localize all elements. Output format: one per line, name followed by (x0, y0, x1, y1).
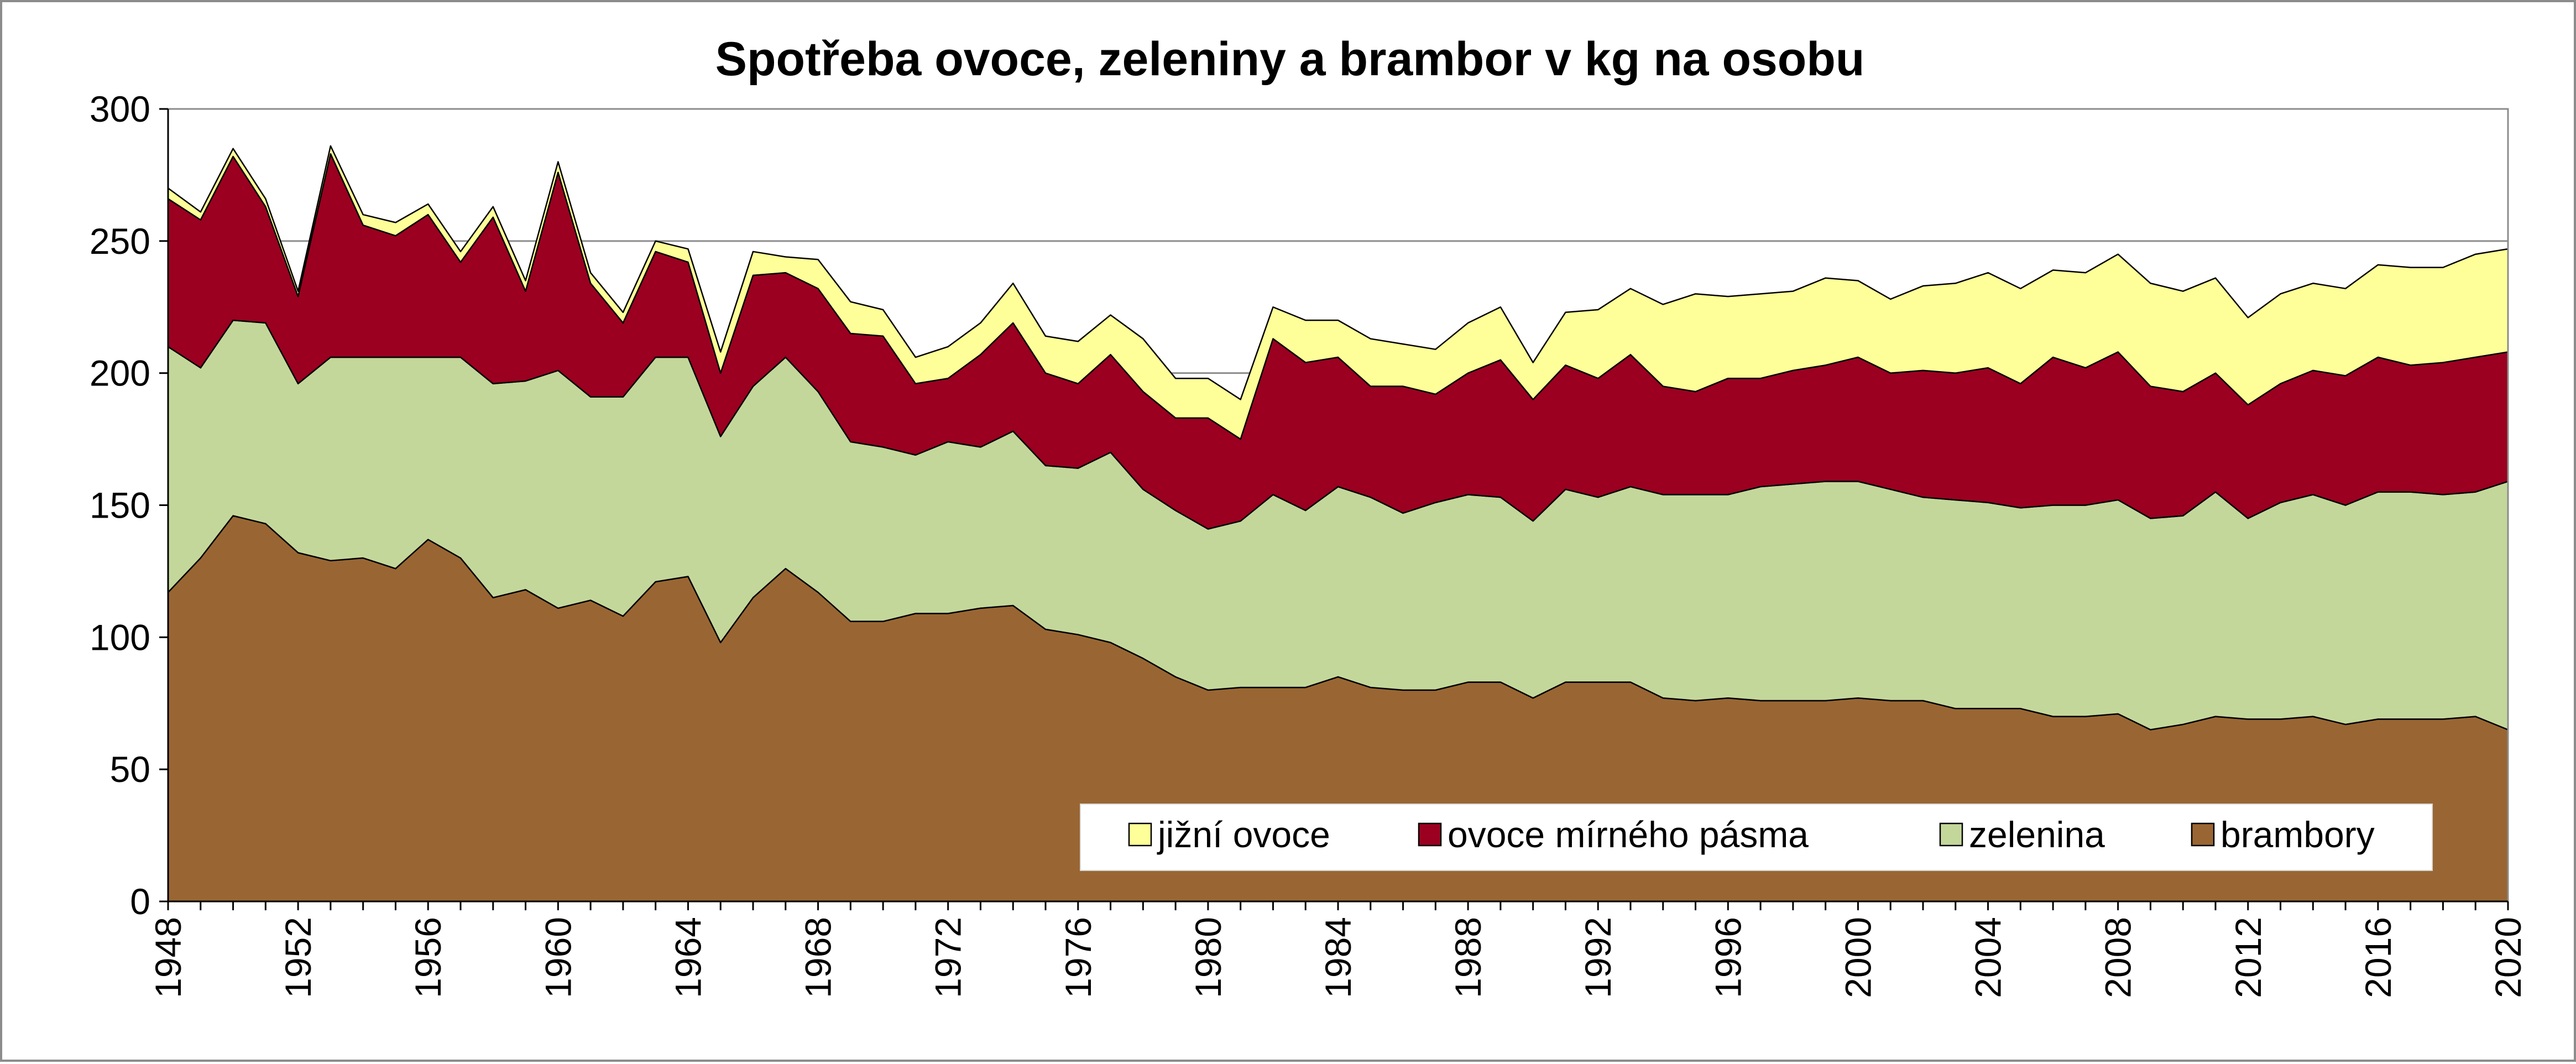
legend-label-ovoce-mirneho-pasma: ovoce mírného pásma (1448, 814, 1809, 855)
legend: jižní ovoce ovoce mírného pásma zelenina br… (1080, 804, 2433, 871)
x-tick-label: 1948 (148, 917, 189, 998)
y-tick-label: 100 (90, 617, 150, 658)
x-tick-label: 2016 (2358, 917, 2399, 998)
x-tick-label: 2004 (1968, 917, 2009, 998)
y-tick-label: 250 (90, 221, 150, 262)
x-tick-label: 1956 (407, 917, 448, 998)
x-tick-label: 1992 (1577, 917, 1618, 998)
chart-title: Spotřeba ovoce, zeleniny a brambor v kg … (715, 33, 1865, 86)
legend-swatch-zelenina (1939, 822, 1963, 847)
x-tick-label: 1996 (1707, 917, 1748, 998)
x-tick-label: 1964 (667, 917, 708, 998)
y-tick-label: 200 (90, 353, 150, 394)
legend-swatch-ovoce-mirneho-pasma (1418, 822, 1442, 847)
x-tick-label: 2020 (2488, 917, 2528, 998)
y-tick-label: 300 (90, 88, 150, 129)
x-tick-label: 1988 (1448, 917, 1488, 998)
y-tick-label: 50 (110, 749, 150, 790)
x-tick-label: 1984 (1318, 917, 1358, 998)
x-tick-label: 1960 (537, 917, 578, 998)
x-tick-label: 1976 (1058, 917, 1099, 998)
x-tick-label: 1972 (928, 917, 969, 998)
y-tick-label: 0 (130, 881, 150, 922)
legend-swatch-brambory (2191, 822, 2215, 847)
x-tick-label: 2000 (1837, 917, 1878, 998)
legend-label-zelenina: zelenina (1969, 814, 2105, 855)
legend-label-jizni-ovoce: jižní ovoce (1157, 814, 1330, 855)
x-tick-label: 2008 (2098, 917, 2139, 998)
x-tick-label: 1952 (278, 917, 318, 998)
x-tick-label: 2012 (2228, 917, 2269, 998)
legend-label-brambory: brambory (2220, 814, 2375, 855)
x-tick-label: 1968 (798, 917, 839, 998)
legend-swatch-jizni-ovoce (1128, 822, 1152, 847)
x-tick-label: 1980 (1188, 917, 1229, 998)
axes: 0 50 100 150 200 250 300 1948 1952 1956 1960 1964 19… (90, 88, 2528, 998)
y-tick-label: 150 (90, 485, 150, 526)
